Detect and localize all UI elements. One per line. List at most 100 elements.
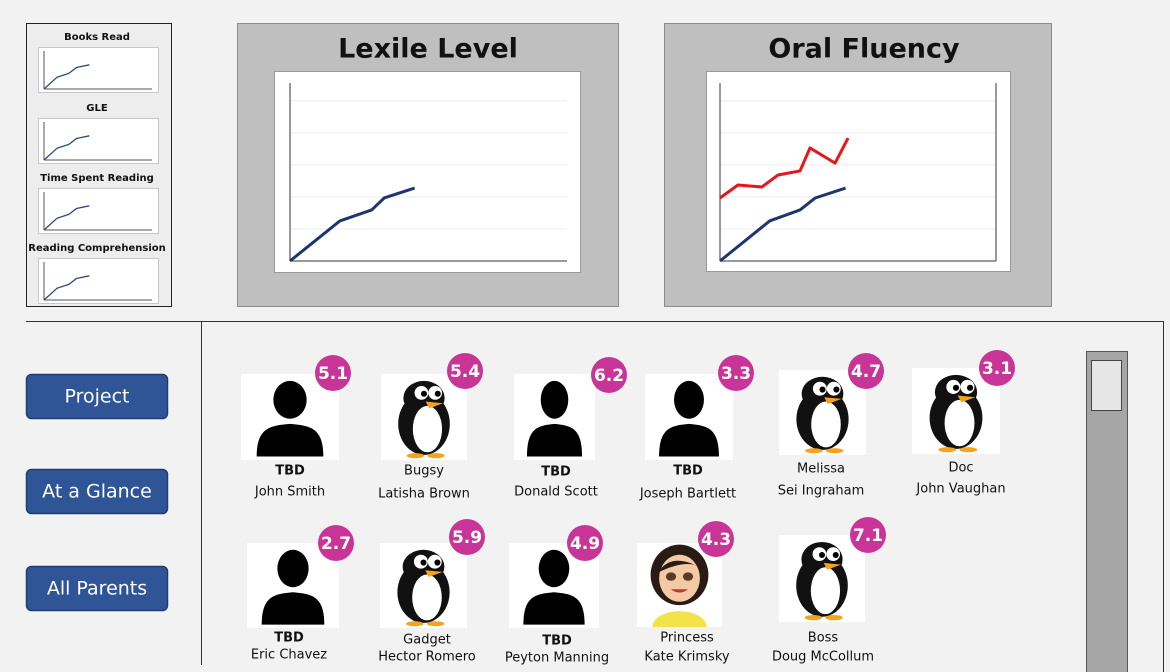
- avatar-head: [674, 380, 704, 419]
- penguin-foot: [938, 447, 956, 453]
- student-name: Kate Krimsky: [644, 650, 729, 665]
- student-card[interactable]: 5.1 TBD John Smith: [241, 355, 351, 500]
- avatar-head: [277, 549, 309, 588]
- button-face[interactable]: [25, 373, 169, 420]
- penguin-pupil: [833, 386, 840, 393]
- penguin-beak: [957, 395, 976, 403]
- avatar-body: [261, 592, 325, 625]
- girl-mouth: [671, 589, 688, 593]
- penguin-beak: [823, 562, 841, 570]
- penguin-pupil: [952, 384, 960, 391]
- button-label[interactable]: At a Glance: [42, 481, 152, 503]
- student-nickname: Bugsy: [404, 464, 444, 479]
- button-face[interactable]: [25, 565, 169, 612]
- avatar-head: [538, 549, 570, 588]
- penguin-foot: [959, 447, 978, 453]
- chart-area: [706, 71, 1011, 272]
- score-label: 3.3: [721, 364, 751, 384]
- score-label: 4.3: [701, 530, 731, 550]
- girl-bangs: [658, 560, 702, 573]
- student-nickname: Boss: [808, 631, 839, 646]
- chart-title: Lexile Level: [338, 34, 518, 65]
- student-card[interactable]: 2.7 TBD Eric Chavez: [247, 525, 354, 663]
- student-card[interactable]: 6.2 TBD Donald Scott: [514, 357, 627, 500]
- button-label[interactable]: All Parents: [47, 578, 147, 600]
- student-name: Sei Ingraham: [778, 484, 865, 499]
- score-label: 6.2: [594, 366, 624, 386]
- thumbnail-chart[interactable]: [38, 47, 159, 93]
- button-label[interactable]: Project: [64, 386, 129, 408]
- thumbnail-chart[interactable]: [38, 118, 159, 164]
- student-name: Latisha Brown: [378, 487, 470, 502]
- student-card[interactable]: 3.3 TBD Joseph Bartlett: [639, 355, 754, 502]
- penguin-beak: [824, 397, 842, 404]
- penguin-belly: [412, 574, 442, 621]
- penguin-belly: [412, 405, 443, 453]
- thumbnail-chart[interactable]: [38, 258, 159, 304]
- nav-button[interactable]: Project: [25, 373, 169, 420]
- score-label: 2.7: [321, 534, 351, 554]
- thumbnail-title: Reading Comprehension: [28, 243, 165, 254]
- penguin-belly: [944, 399, 975, 447]
- penguin-pupil: [434, 390, 441, 397]
- penguin-belly: [810, 567, 841, 615]
- avatar-head: [273, 380, 307, 419]
- student-card[interactable]: 5.9 Gadget Hector Romero: [378, 519, 485, 665]
- score-badge: [848, 353, 884, 389]
- line-series: [289, 186, 416, 263]
- thumbnail-chart[interactable]: [38, 188, 159, 234]
- line-series: [43, 135, 90, 161]
- student-card[interactable]: 7.1 Boss Doug McCollum: [772, 517, 886, 665]
- student-card[interactable]: 4.7 Melissa Sei Ingraham: [778, 353, 884, 499]
- penguin-foot: [406, 453, 424, 459]
- line-series: [43, 275, 90, 301]
- score-label: 3.1: [982, 359, 1012, 379]
- student-nickname: Doc: [948, 461, 973, 476]
- student-card[interactable]: 3.1 Doc John Vaughan: [912, 350, 1015, 497]
- student-card[interactable]: 5.4 Bugsy Latisha Brown: [378, 353, 483, 502]
- penguin-pupil: [420, 390, 428, 397]
- scrollbar-thumb[interactable]: [1091, 360, 1122, 411]
- penguin-beak: [425, 401, 443, 409]
- avatar-body: [256, 423, 324, 457]
- student-nickname: TBD: [542, 634, 572, 649]
- thumbnail-title: GLE: [86, 103, 108, 114]
- nav-button[interactable]: At a Glance: [25, 468, 169, 515]
- nav-button[interactable]: All Parents: [25, 565, 169, 612]
- score-badge: [979, 350, 1015, 386]
- avatar-head: [540, 380, 569, 419]
- penguin-pupil: [967, 384, 974, 391]
- penguin-pupil: [434, 559, 441, 566]
- penguin-beak: [425, 570, 443, 577]
- student-nickname: Princess: [660, 631, 714, 646]
- student-name: Donald Scott: [514, 485, 598, 500]
- button-face[interactable]: [25, 468, 169, 515]
- penguin-pupil: [819, 386, 826, 393]
- score-label: 5.1: [318, 364, 348, 384]
- student-nickname: TBD: [275, 464, 305, 479]
- thumbnail-title: Books Read: [64, 32, 130, 43]
- score-label: 7.1: [853, 526, 883, 546]
- penguin-foot: [426, 621, 445, 627]
- student-name: Doug McCollum: [772, 650, 874, 665]
- student-nickname: Gadget: [403, 633, 451, 648]
- penguin-pupil: [420, 559, 427, 566]
- girl-dress: [652, 611, 707, 627]
- girl-eye: [665, 572, 677, 581]
- score-badge: [447, 353, 483, 389]
- avatar-body: [659, 423, 719, 457]
- student-name: John Smith: [254, 485, 325, 500]
- score-badge: [449, 519, 485, 555]
- student-card[interactable]: 4.3 Princess Kate Krimsky: [637, 521, 734, 665]
- score-badge: [591, 357, 627, 393]
- student-name: Hector Romero: [378, 650, 476, 665]
- student-card[interactable]: 4.9 TBD Peyton Manning: [505, 525, 609, 666]
- score-badge: [567, 525, 603, 561]
- student-name: Eric Chavez: [251, 648, 327, 663]
- penguin-foot: [825, 448, 844, 454]
- score-label: 5.9: [452, 528, 482, 548]
- avatar-body: [526, 423, 583, 457]
- student-name: Joseph Bartlett: [639, 487, 736, 502]
- score-label: 5.4: [450, 362, 480, 382]
